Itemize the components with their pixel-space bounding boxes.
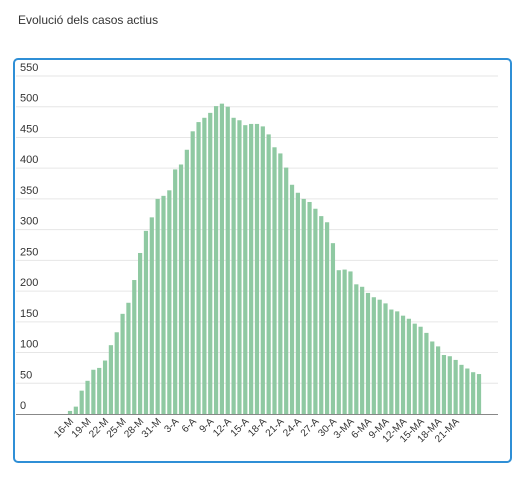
x-tick-label: 31-M — [140, 416, 164, 440]
bar — [365, 292, 371, 414]
y-tick-label: 50 — [20, 369, 32, 381]
y-tick-label: 250 — [20, 246, 38, 258]
bar — [400, 315, 406, 414]
bar — [219, 103, 225, 415]
bar — [260, 126, 265, 414]
bar — [79, 390, 84, 414]
bar — [196, 122, 201, 414]
bar — [237, 120, 242, 414]
bar — [354, 284, 359, 414]
y-tick-label: 200 — [20, 277, 38, 289]
bar — [389, 309, 394, 414]
bar — [208, 112, 213, 415]
bar — [453, 359, 458, 414]
bar — [430, 341, 435, 414]
bar — [307, 201, 312, 414]
y-tick-label: 350 — [20, 185, 38, 197]
bar — [272, 147, 277, 415]
bar — [313, 208, 318, 414]
bar — [319, 216, 324, 414]
bar — [126, 302, 131, 414]
bar — [149, 217, 154, 414]
bar — [348, 271, 353, 414]
x-tick-label: 27-A — [299, 416, 322, 439]
bar — [155, 198, 160, 414]
bar — [418, 326, 423, 414]
y-tick-label: 500 — [20, 93, 38, 105]
y-tick-label: 400 — [20, 154, 38, 166]
x-tick-label: 12-A — [211, 416, 234, 439]
bar — [289, 184, 295, 414]
bar — [360, 286, 365, 414]
bar — [167, 190, 172, 414]
bar — [465, 368, 470, 414]
bar — [91, 369, 96, 414]
bar — [138, 252, 143, 414]
x-tick-label: 21-A — [264, 416, 287, 439]
bar — [266, 134, 271, 414]
bar — [225, 106, 230, 414]
bar — [278, 153, 283, 414]
bar — [395, 311, 400, 414]
bar — [459, 364, 464, 414]
bar — [173, 169, 178, 414]
bar — [301, 198, 306, 414]
x-tick-label: 18-A — [246, 416, 269, 439]
bar — [85, 380, 90, 414]
bar — [184, 149, 189, 414]
bar — [330, 243, 336, 414]
y-tick-label: 300 — [20, 216, 38, 228]
bar — [476, 374, 482, 414]
bar — [406, 318, 411, 414]
x-tick-label: 6-A — [180, 416, 199, 435]
bar — [383, 303, 388, 414]
x-tick-label: 15-A — [229, 416, 252, 439]
bar — [143, 230, 149, 414]
bar — [102, 360, 108, 414]
y-tick-label: 150 — [20, 308, 38, 320]
y-tick-label: 0 — [20, 400, 26, 412]
bar — [336, 270, 341, 414]
chart-title: Evolució dels casos actius — [18, 13, 159, 27]
bar — [471, 372, 476, 414]
bar — [120, 313, 125, 414]
bar — [190, 131, 195, 414]
bar — [202, 117, 207, 414]
bar — [108, 345, 114, 414]
bar — [324, 222, 330, 414]
bar — [67, 410, 73, 414]
y-tick-label: 100 — [20, 339, 38, 351]
bar — [161, 195, 166, 414]
bar — [97, 367, 102, 414]
bar — [412, 323, 417, 414]
x-tick-label: 24-A — [281, 416, 304, 439]
y-tick-label: 450 — [20, 123, 38, 135]
bar — [243, 125, 248, 414]
bar — [447, 356, 452, 414]
bar — [249, 123, 254, 415]
bar — [284, 167, 289, 414]
bar — [213, 106, 219, 415]
bar — [254, 123, 260, 415]
bar — [73, 406, 78, 414]
bar — [436, 346, 441, 414]
bar — [441, 355, 447, 414]
bar — [178, 164, 184, 414]
bar — [377, 299, 382, 414]
bar — [114, 332, 119, 414]
y-tick-label: 550 — [20, 62, 38, 74]
bar — [342, 269, 347, 414]
bar — [295, 192, 300, 414]
bar — [231, 117, 236, 414]
x-tick-label: 3-A — [163, 416, 182, 435]
bar — [424, 332, 429, 414]
bar — [132, 280, 137, 414]
bar — [371, 297, 376, 414]
